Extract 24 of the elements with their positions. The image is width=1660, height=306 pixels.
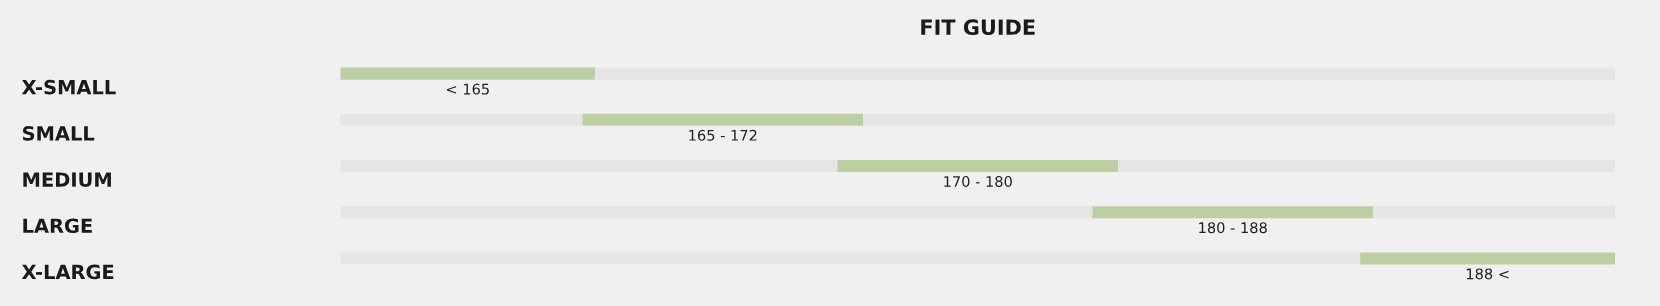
bar — [582, 113, 863, 126]
y-tick-label: X-SMALL — [21, 79, 116, 95]
y-tick-label: X-LARGE — [21, 264, 114, 280]
bar — [837, 160, 1118, 173]
bar — [863, 113, 1616, 126]
chart-title: FIT GUIDE — [921, 19, 1035, 36]
bar — [1360, 252, 1616, 265]
bar — [340, 252, 1361, 265]
y-tick-label: MEDIUM — [23, 172, 111, 187]
annotation: 165 - 172 — [689, 129, 757, 141]
bar — [1372, 206, 1616, 219]
bar — [340, 206, 1093, 219]
annotation: 170 - 180 — [944, 175, 1012, 188]
bar — [340, 67, 596, 80]
bar — [1117, 160, 1616, 173]
y-tick-label: LARGE — [23, 218, 92, 234]
bar — [595, 67, 1616, 80]
bar — [340, 160, 838, 173]
bar — [340, 113, 583, 126]
annotation: 188 < — [1466, 268, 1509, 280]
annotation: 180 - 188 — [1199, 222, 1267, 234]
y-tick-label: SMALL — [22, 126, 95, 141]
annotation: < 165 — [446, 83, 489, 95]
bar — [1092, 206, 1373, 219]
